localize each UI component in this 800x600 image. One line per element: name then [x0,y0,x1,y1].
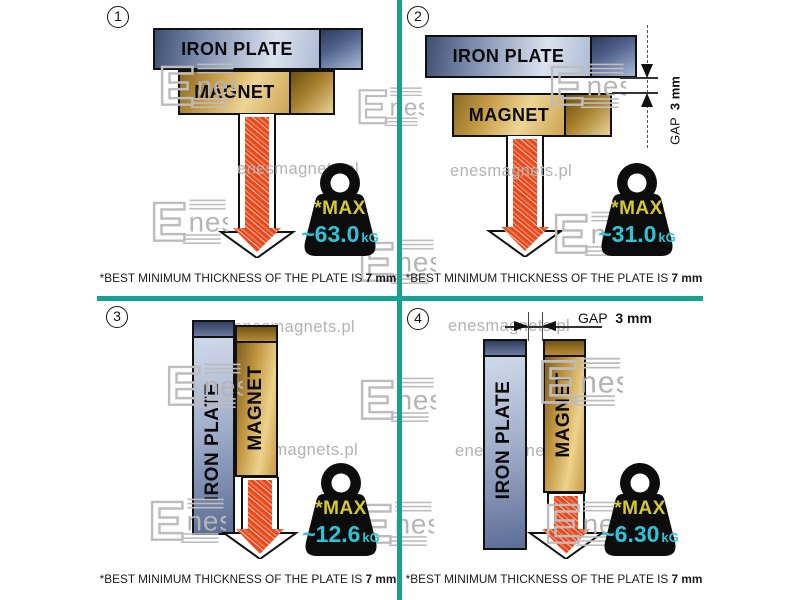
dimension-arrow-up [641,93,653,107]
iron-plate-label: IRON PLATE [181,38,293,59]
max-label: *MAX [315,498,367,519]
max-label: *MAX [611,198,663,219]
panel-1-number: 1 [107,6,129,28]
enes-logo-watermark [548,62,626,108]
dimension-line [647,25,648,148]
dimension-tick [620,77,658,79]
dimension-arrow-left [542,321,556,331]
iron-plate-label: IRON PLATE [493,380,514,500]
iron-plate-bar: IRON PLATE [153,28,321,70]
panel-2-number: 2 [407,6,429,28]
watermark-site-text: enesmagnets.pl [450,162,573,180]
panel-3-number: 3 [106,306,128,328]
weight-icon: *MAX ~12.6 kG [296,462,386,558]
enes-logo-watermark [356,86,424,126]
magnet-bar-vertical [235,341,278,477]
pull-force-arrow [221,477,299,559]
iron-plate-bar: IRON PLATE [425,35,592,78]
magnet-label: MAGNET [468,104,550,125]
dimension-arrow-down [641,64,653,78]
max-value: ~6.30 kG [601,521,679,547]
enes-logo-watermark [538,356,623,406]
iron-plate-label: IRON PLATE [452,46,565,66]
dimension-tick [612,92,658,94]
panel-4-number: 4 [407,308,429,330]
max-label: *MAX [614,498,666,519]
panel-4-caption: *BEST MINIMUM THICKNESS OF THE PLATE IS … [405,572,703,586]
weight-icon: *MAX ~31.0 kG [592,162,682,258]
max-label: *MAX [314,198,366,219]
panel-1-caption: *BEST MINIMUM THICKNESS OF THE PLATE IS … [99,271,397,285]
iron-plate-side-face [319,28,363,70]
enes-logo-watermark [158,62,236,108]
enes-logo-watermark [150,198,228,244]
pull-force-arrow [218,113,296,258]
magnet-label: MAGNET [245,365,266,451]
enes-logo-watermark [165,362,243,408]
magnet-side-face [289,70,335,115]
pull-force-arrow [486,135,564,257]
iron-plate-bar-vertical [483,355,527,550]
max-value: ~63.0 kG [301,221,379,247]
weight-icon: *MAX ~6.30 kG [595,462,685,558]
dimension-guide [528,312,530,341]
weight-icon: *MAX ~63.0 kG [295,162,385,258]
horizontal-divider [97,296,703,301]
dimension-arrow-right [514,321,528,331]
gap-dimension-label: GAP 3 mm [667,76,683,145]
enes-logo-watermark [148,497,226,543]
max-value: ~12.6 kG [302,521,380,547]
max-value: ~31.0 kG [598,221,676,247]
gap-dimension-label: GAP 3 mm [578,310,652,326]
panel-3-caption: *BEST MINIMUM THICKNESS OF THE PLATE IS … [99,572,397,586]
panel-2-caption: *BEST MINIMUM THICKNESS OF THE PLATE IS … [405,271,703,285]
